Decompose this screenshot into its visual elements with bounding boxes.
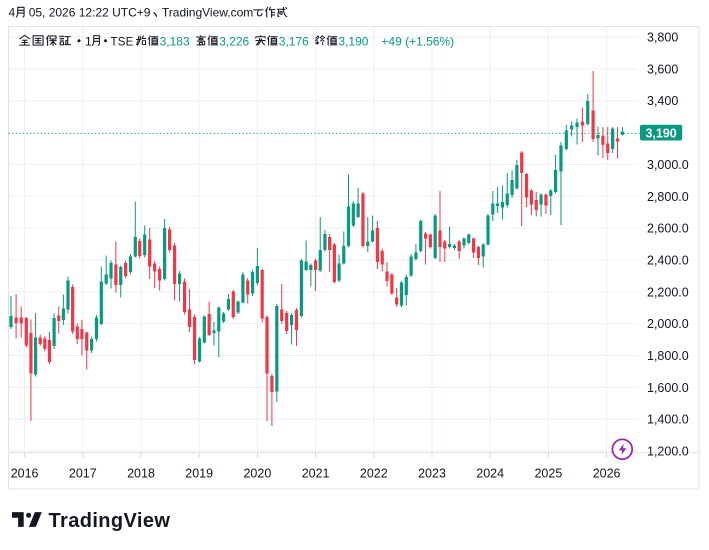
svg-text:3,400: 3,400	[647, 94, 678, 108]
svg-text:+49 (+1.56%): +49 (+1.56%)	[381, 34, 454, 48]
svg-text:05, 2026 12:22 UTC+9: 05, 2026 12:22 UTC+9	[29, 6, 151, 20]
svg-text:2022: 2022	[360, 467, 388, 481]
svg-text:4: 4	[9, 6, 16, 20]
svg-text:2,400.0: 2,400.0	[647, 254, 689, 268]
svg-text:2016: 2016	[11, 467, 39, 481]
svg-text:3,190: 3,190	[338, 34, 368, 48]
svg-text:3,000.0: 3,000.0	[647, 158, 689, 172]
svg-text:3,190: 3,190	[645, 127, 676, 141]
svg-text:3,183: 3,183	[160, 34, 190, 48]
svg-text:1,800.0: 1,800.0	[647, 349, 689, 363]
svg-text:2020: 2020	[243, 467, 271, 481]
svg-text:2024: 2024	[476, 467, 504, 481]
svg-text:3,600: 3,600	[647, 62, 678, 76]
svg-text:TSE: TSE	[111, 36, 134, 48]
svg-text:2017: 2017	[69, 467, 97, 481]
svg-text:1,400.0: 1,400.0	[647, 413, 689, 427]
svg-text:2,600.0: 2,600.0	[647, 222, 689, 236]
svg-text:2,200.0: 2,200.0	[647, 285, 689, 299]
svg-text:3,800: 3,800	[647, 31, 678, 45]
svg-text:2023: 2023	[418, 467, 446, 481]
svg-text:1,600.0: 1,600.0	[647, 381, 689, 395]
svg-text:2018: 2018	[127, 467, 155, 481]
svg-text:2,000.0: 2,000.0	[647, 317, 689, 331]
svg-text:TradingView: TradingView	[49, 510, 171, 532]
svg-text:2025: 2025	[534, 467, 562, 481]
svg-text:TradingView.com: TradingView.com	[162, 6, 253, 20]
svg-text:2021: 2021	[302, 467, 330, 481]
svg-text:1,200.0: 1,200.0	[647, 445, 689, 459]
svg-text:3,176: 3,176	[279, 34, 309, 48]
svg-text:3,226: 3,226	[219, 34, 249, 48]
svg-text:2019: 2019	[185, 467, 213, 481]
svg-text:1: 1	[85, 34, 92, 48]
svg-text:2,800.0: 2,800.0	[647, 190, 689, 204]
svg-text:2026: 2026	[593, 467, 621, 481]
